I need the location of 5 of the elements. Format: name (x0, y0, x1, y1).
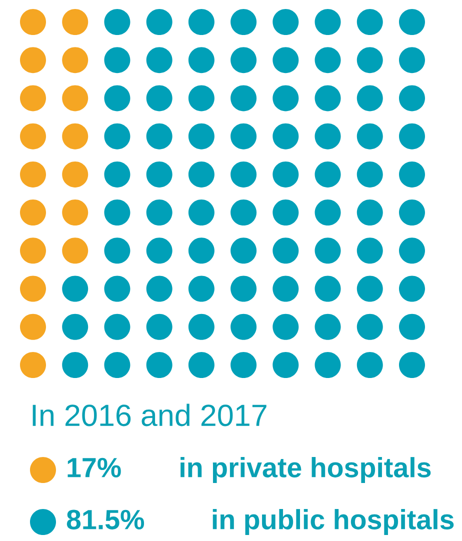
category-label: in public hospitals (212, 509, 454, 535)
category-label: in private hospitals (180, 457, 431, 483)
data-label: 17% (68, 458, 121, 478)
data-label: 81.5% (66, 510, 144, 530)
text: In 2016 and 2017 (32, 404, 266, 426)
